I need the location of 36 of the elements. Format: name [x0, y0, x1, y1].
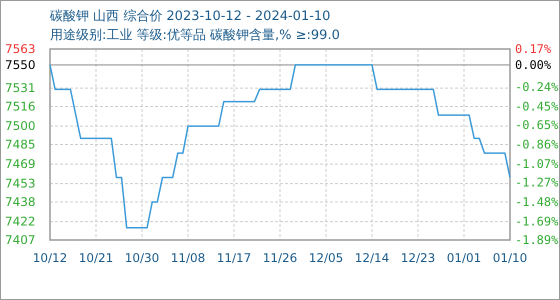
- y-tick-label: 7438: [5, 195, 36, 210]
- y2-tick-label: -0.24%: [515, 80, 560, 94]
- y-tick-label: 7516: [5, 100, 36, 114]
- x-tick-label: 11/08: [170, 251, 206, 265]
- y-tick-label: 7453: [5, 176, 36, 191]
- x-tick-label: 01/01: [446, 251, 482, 265]
- x-tick-label: 12/05: [308, 251, 344, 265]
- y-tick-label: 7469: [5, 157, 36, 172]
- y-tick-label: 7407: [5, 233, 36, 247]
- y2-tick-label: -0.65%: [515, 118, 560, 132]
- x-tick-label: 11/26: [262, 251, 298, 265]
- x-tick-label: 11/17: [216, 251, 252, 265]
- y2-tick-label: 0.00%: [515, 58, 552, 72]
- y2-tick-label: -1.07%: [515, 156, 560, 171]
- y-tick-label: 7563: [5, 42, 36, 56]
- y2-tick-label: -1.89%: [515, 233, 560, 247]
- y2-tick-label: -1.48%: [515, 194, 560, 209]
- line-series: [49, 64, 511, 229]
- y2-tick-label: -1.69%: [515, 214, 560, 228]
- y2-tick-label: -0.86%: [515, 138, 560, 152]
- x-tick-label: 12/23: [400, 251, 436, 265]
- y-tick-label: 7500: [5, 119, 36, 134]
- x-tick-label: 01/10: [492, 251, 528, 265]
- y-tick-label: 7485: [5, 138, 36, 152]
- chart-title: 碳酸钾 山西 综合价 2023-10-12 - 2024-01-10: [49, 9, 330, 24]
- y-tick-label: 7531: [5, 81, 36, 96]
- y2-tick-label: -0.45%: [515, 99, 560, 114]
- x-tick-label: 10/21: [78, 251, 114, 265]
- y-tick-label: 7550: [5, 58, 36, 72]
- y2-tick-label: -1.27%: [515, 176, 560, 190]
- x-tick-label: 10/12: [32, 251, 68, 265]
- y-tick-label: 7422: [5, 214, 36, 229]
- x-tick-label: 12/14: [354, 251, 390, 265]
- x-tick-label: 10/30: [124, 251, 160, 265]
- chart-subtitle: 用途级别:工业 等级:优等品 碳酸钾含量,% ≥:99.0: [50, 28, 340, 43]
- y2-tick-label: 0.17%: [515, 42, 552, 56]
